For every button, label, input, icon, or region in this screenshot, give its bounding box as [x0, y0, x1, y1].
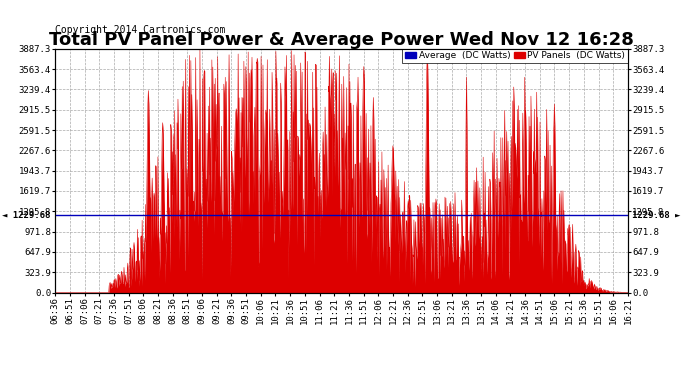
Text: 1229.68 ►: 1229.68 ► [632, 211, 680, 220]
Text: Copyright 2014 Cartronics.com: Copyright 2014 Cartronics.com [55, 26, 226, 35]
Title: Total PV Panel Power & Average Power Wed Nov 12 16:28: Total PV Panel Power & Average Power Wed… [49, 31, 634, 49]
Legend: Average  (DC Watts), PV Panels  (DC Watts): Average (DC Watts), PV Panels (DC Watts) [402, 49, 628, 63]
Text: ◄ 1229.68: ◄ 1229.68 [3, 211, 51, 220]
